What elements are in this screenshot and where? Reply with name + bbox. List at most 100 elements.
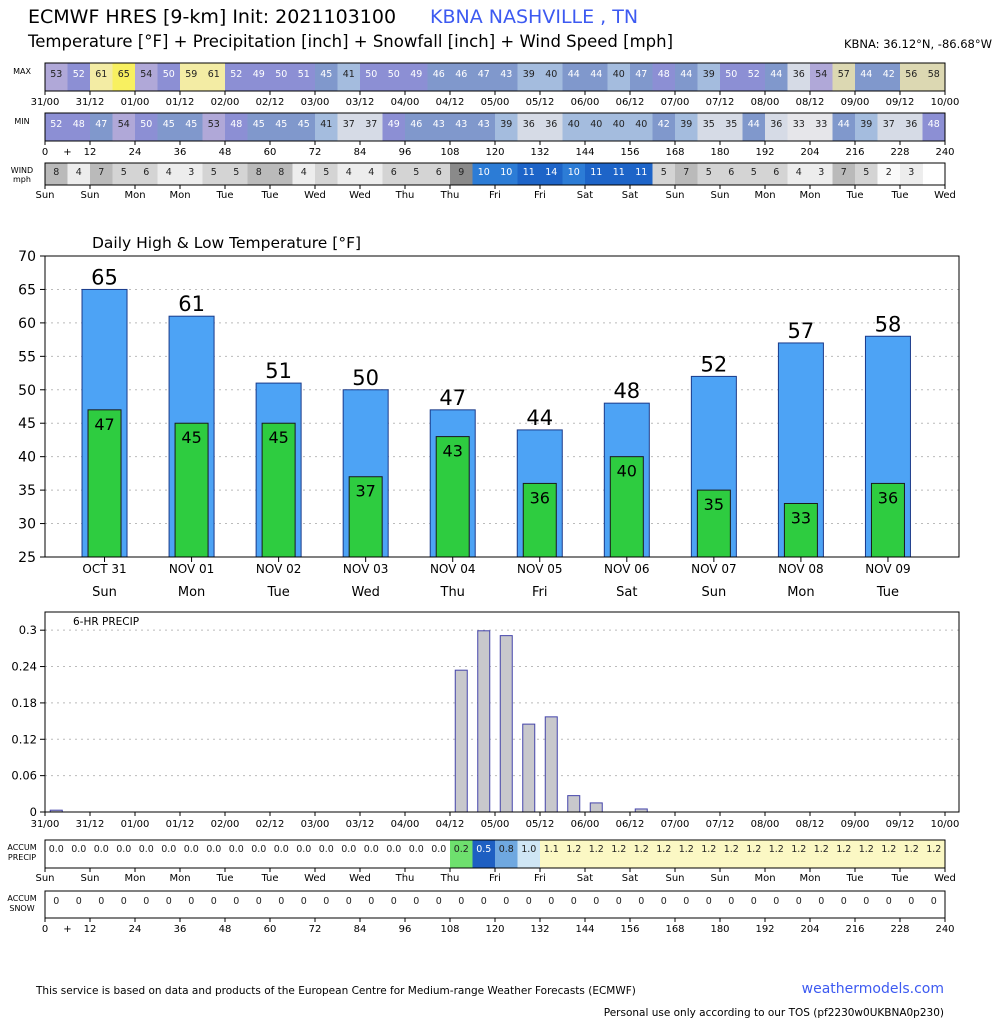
min-cell-value: 35 xyxy=(703,119,715,130)
accum-precip-cell xyxy=(495,840,518,868)
accum-snow-value: 0 xyxy=(886,896,892,907)
max-cell xyxy=(225,63,248,91)
max-cell xyxy=(787,63,811,91)
low-temp-label: 45 xyxy=(268,428,288,447)
min-cell-value: 39 xyxy=(680,119,692,130)
accum-snow-axis-tick-label: 24 xyxy=(129,924,142,935)
max-cell-value: 49 xyxy=(253,69,265,80)
accum-snow-axis-tick-label: 144 xyxy=(575,924,594,935)
precip-x-tick-label: 09/12 xyxy=(886,819,915,830)
temp-y-tick-label: 65 xyxy=(18,282,36,298)
temp-x-tick-label: NOV 02 xyxy=(256,562,302,576)
footer-site-link[interactable]: weathermodels.com xyxy=(801,981,944,997)
low-temp-bar xyxy=(696,489,731,558)
wind-cell-value: 10 xyxy=(568,167,580,178)
max-cell-value: 52 xyxy=(748,69,760,80)
accum-precip-cell xyxy=(112,840,136,868)
accum-precip-cell xyxy=(652,840,676,868)
accum-precip-label: ACCUM xyxy=(7,843,36,852)
accum-precip-value: 0.0 xyxy=(161,844,176,855)
max-cell xyxy=(180,63,203,91)
max-strip-axis-tick-label: 31/12 xyxy=(76,97,105,108)
accum-precip-axis-tick-label: Tue xyxy=(890,873,908,884)
wind-cell-value: 7 xyxy=(683,167,689,178)
high-temp-label: 57 xyxy=(788,319,815,343)
min-cell-value: 45 xyxy=(163,119,175,130)
accum-snow-value: 0 xyxy=(908,896,914,907)
high-temp-label: 47 xyxy=(439,386,466,410)
min-cell-value: 53 xyxy=(208,119,220,130)
precip-x-tick-label: 02/00 xyxy=(211,819,240,830)
min-cell-value: 50 xyxy=(140,119,152,130)
wind-cell-value: 6 xyxy=(391,167,397,178)
min-cell-value: 33 xyxy=(815,119,827,130)
accum-snow-value: 0 xyxy=(751,896,757,907)
precip-x-tick-label: 09/00 xyxy=(841,819,870,830)
min-cell xyxy=(45,113,68,141)
precip-x-tick-label: 04/00 xyxy=(391,819,420,830)
accum-snow-value: 0 xyxy=(346,896,352,907)
accum-precip-cell xyxy=(135,840,158,868)
max-cell-value: 50 xyxy=(163,69,175,80)
wind-cell xyxy=(90,163,113,185)
max-cell-value: 39 xyxy=(703,69,715,80)
wind-cell xyxy=(360,163,383,185)
accum-precip-cell xyxy=(472,840,496,868)
accum-precip-value: 0.0 xyxy=(251,844,266,855)
accum-precip-cell xyxy=(697,840,721,868)
precip-chart-title: 6-HR PRECIP xyxy=(73,616,139,628)
max-cell-value: 50 xyxy=(725,69,737,80)
max-strip-axis-tick-label: 08/00 xyxy=(751,97,780,108)
low-temp-label: 45 xyxy=(181,428,201,447)
accum-snow-value: 0 xyxy=(526,896,532,907)
wind-cell-value: 4 xyxy=(166,167,172,178)
min-cell xyxy=(180,113,203,141)
temp-weekday-label: Sun xyxy=(92,585,117,600)
accum-snow-axis-tick-label: 108 xyxy=(440,924,459,935)
min-cell-value: 37 xyxy=(883,119,895,130)
accum-snow-frame xyxy=(44,890,946,919)
min-strip-axis-tick-label: 84 xyxy=(354,147,367,158)
accum-precip-axis-tick-label: Mon xyxy=(124,873,145,884)
accum-snow-value: 0 xyxy=(391,896,397,907)
precip-x-tick-label: 08/00 xyxy=(751,819,780,830)
min-cell-value: 54 xyxy=(118,119,130,130)
min-cell xyxy=(720,113,743,141)
wind-cell xyxy=(855,163,878,185)
high-temp-label: 61 xyxy=(178,292,205,316)
wind-cell-value: 5 xyxy=(863,167,869,178)
accum-snow-axis-tick-label: 84 xyxy=(354,924,367,935)
wind-cell xyxy=(135,163,158,185)
wind-cell-value: 5 xyxy=(751,167,757,178)
wind-cell xyxy=(832,163,856,185)
wind-strip-axis-tick-label: Wed xyxy=(349,190,371,201)
max-strip-axis-tick-label: 01/00 xyxy=(121,97,150,108)
wind-cell xyxy=(292,163,316,185)
max-strip-axis-tick-label: 03/12 xyxy=(346,97,375,108)
wind-cell xyxy=(405,163,428,185)
wind-cell xyxy=(472,163,496,185)
max-cell-value: 47 xyxy=(478,69,490,80)
station-location: KBNA NASHVILLE , TN xyxy=(430,6,639,28)
accum-precip-axis-tick-label: Wed xyxy=(304,873,326,884)
min-cell xyxy=(607,113,631,141)
accum-precip-cell xyxy=(607,840,631,868)
min-cell-value: 48 xyxy=(928,119,940,130)
accum-precip-cell xyxy=(225,840,248,868)
max-cell-value: 53 xyxy=(50,69,62,80)
accum-snow-value: 0 xyxy=(796,896,802,907)
min-strip-axis-tick-label: 96 xyxy=(399,147,412,158)
wind-cell-value: 7 xyxy=(98,167,104,178)
accum-snow-value: 0 xyxy=(166,896,172,907)
min-cell-value: 45 xyxy=(253,119,265,130)
max-cell-value: 40 xyxy=(613,69,625,80)
wind-cell-value: 8 xyxy=(53,167,59,178)
min-cell-value: 35 xyxy=(725,119,737,130)
precip-x-tick-label: 03/00 xyxy=(301,819,330,830)
accum-snow-value: 0 xyxy=(256,896,262,907)
min-cell-value: 44 xyxy=(748,119,760,130)
accum-precip-cell xyxy=(382,840,406,868)
accum-snow-value: 0 xyxy=(548,896,554,907)
max-cell xyxy=(495,63,518,91)
accum-precip-axis-tick-label: Tue xyxy=(260,873,278,884)
